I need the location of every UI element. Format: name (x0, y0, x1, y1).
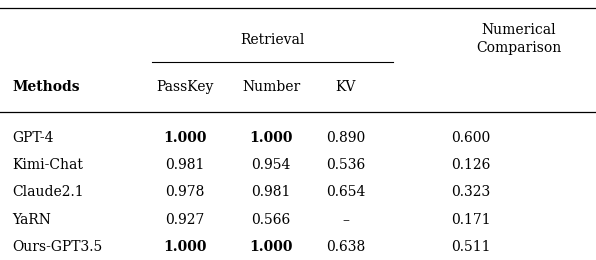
Text: 0.981: 0.981 (165, 158, 204, 172)
Text: GPT-4: GPT-4 (12, 131, 54, 145)
Text: 0.536: 0.536 (326, 158, 365, 172)
Text: KV: KV (336, 80, 356, 94)
Text: 0.323: 0.323 (451, 185, 491, 199)
Text: Claude2.1: Claude2.1 (12, 185, 83, 199)
Text: Methods: Methods (12, 80, 79, 94)
Text: 0.638: 0.638 (326, 240, 365, 254)
Text: –: – (342, 213, 349, 227)
Text: PassKey: PassKey (156, 80, 213, 94)
Text: Ours-GPT3.5: Ours-GPT3.5 (12, 240, 102, 254)
Text: 0.981: 0.981 (252, 185, 291, 199)
Text: Numerical
Comparison: Numerical Comparison (476, 23, 561, 55)
Text: 1.000: 1.000 (163, 131, 206, 145)
Text: 0.978: 0.978 (165, 185, 204, 199)
Text: 0.566: 0.566 (252, 213, 291, 227)
Text: Retrieval: Retrieval (241, 33, 305, 47)
Text: 0.126: 0.126 (451, 158, 491, 172)
Text: 1.000: 1.000 (250, 131, 293, 145)
Text: 0.600: 0.600 (451, 131, 491, 145)
Text: 0.511: 0.511 (451, 240, 491, 254)
Text: 0.890: 0.890 (326, 131, 365, 145)
Text: 1.000: 1.000 (250, 240, 293, 254)
Text: Kimi-Chat: Kimi-Chat (12, 158, 83, 172)
Text: YaRN: YaRN (12, 213, 51, 227)
Text: 0.954: 0.954 (252, 158, 291, 172)
Text: 0.927: 0.927 (165, 213, 204, 227)
Text: Number: Number (242, 80, 300, 94)
Text: 0.654: 0.654 (326, 185, 365, 199)
Text: 0.171: 0.171 (451, 213, 491, 227)
Text: 1.000: 1.000 (163, 240, 206, 254)
